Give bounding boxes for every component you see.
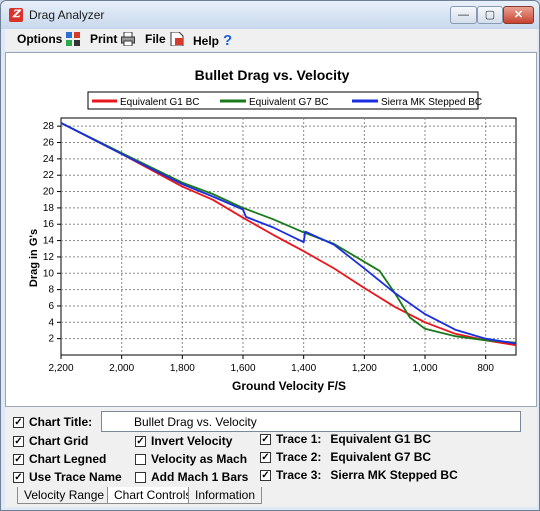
close-button[interactable]: ✕ <box>503 6 534 24</box>
legend-label-g7: Equivalent G7 BC <box>249 97 329 108</box>
use-trace-name-label: Use Trace Name <box>29 470 122 484</box>
x-tick-label: 1,800 <box>170 363 195 374</box>
series-line-1 <box>60 122 517 347</box>
y-tick-label: 28 <box>43 121 55 132</box>
checkbox-checked[interactable]: ✓ <box>13 471 24 483</box>
trace-1-name: Equivalent G1 BC <box>330 432 432 446</box>
x-tick-label: 800 <box>477 363 494 374</box>
y-tick-label: 4 <box>48 317 54 328</box>
options-icon <box>66 32 81 46</box>
chart-axes: 2,200 2,000 1,800 1,600 1,400 1,200 1,000 80024… <box>43 121 495 374</box>
menu-file-label: File <box>145 32 166 46</box>
legend-label-smk: Sierra MK Stepped BC <box>381 97 482 108</box>
y-tick-label: 10 <box>43 268 55 279</box>
trace-3-label: Trace 3: <box>276 468 322 482</box>
maximize-button[interactable]: ▢ <box>477 6 503 24</box>
y-tick-label: 18 <box>43 203 55 214</box>
tab-velocity-range[interactable]: Velocity Range <box>17 487 112 504</box>
tab-chart-controls[interactable]: Chart Controls <box>107 487 199 504</box>
menu-options[interactable]: Options <box>17 32 81 46</box>
series-line-2 <box>60 122 517 344</box>
chart-panel: Bullet Drag vs. Velocity Equivalent G1 B… <box>5 52 537 407</box>
chart-grid-label: Chart Grid <box>29 434 89 448</box>
legend-label-g1: Equivalent G1 BC <box>120 97 200 108</box>
app-logo-icon: ℤ <box>9 8 23 22</box>
y-tick-label: 26 <box>43 138 55 149</box>
invert-velocity-checkbox[interactable]: ✓ Invert Velocity <box>135 434 232 448</box>
x-tick-label: 1,000 <box>412 363 437 374</box>
tab-strip: Velocity Range Chart Controls Informatio… <box>5 487 537 507</box>
help-icon: ? <box>223 32 233 49</box>
chart-series <box>60 122 517 347</box>
menu-help[interactable]: Help ? <box>193 32 232 49</box>
chart-title-checkbox[interactable]: ✓ Chart Title: <box>13 415 92 429</box>
y-tick-label: 14 <box>43 236 55 247</box>
y-tick-label: 8 <box>48 285 54 296</box>
invert-velocity-label: Invert Velocity <box>151 434 233 448</box>
menu-print[interactable]: Print <box>90 32 136 46</box>
trace-3-checkbox[interactable]: ✓ Trace 3: Sierra MK Stepped BC <box>260 468 458 482</box>
chart-title-input[interactable]: Bullet Drag vs. Velocity <box>101 411 521 432</box>
chart-controls-panel: ✓ Chart Title: Bullet Drag vs. Velocity … <box>5 407 537 487</box>
plot-area <box>60 117 517 356</box>
y-tick-label: 6 <box>48 301 54 312</box>
chart-grid <box>60 117 517 356</box>
chart-legend-checkbox[interactable]: ✓ Chart Legned <box>13 452 106 466</box>
checkbox-unchecked[interactable] <box>135 471 146 483</box>
x-axis-label: Ground Velocity F/S <box>232 379 346 393</box>
minimize-button[interactable]: — <box>450 6 477 24</box>
y-tick-label: 22 <box>43 170 55 181</box>
checkbox-checked[interactable]: ✓ <box>13 435 24 447</box>
y-tick-label: 12 <box>43 252 55 263</box>
menu-options-label: Options <box>17 32 63 46</box>
window-title: Drag Analyzer <box>29 8 105 22</box>
file-icon <box>170 32 184 46</box>
checkbox-checked[interactable]: ✓ <box>13 453 24 465</box>
x-tick-label: 2,200 <box>48 363 73 374</box>
chart-grid-checkbox[interactable]: ✓ Chart Grid <box>13 434 88 448</box>
x-tick-label: 1,600 <box>230 363 255 374</box>
checkbox-unchecked[interactable] <box>135 453 146 465</box>
checkbox-checked[interactable]: ✓ <box>135 435 146 447</box>
x-tick-label: 1,200 <box>352 363 377 374</box>
trace-1-label: Trace 1: <box>276 432 322 446</box>
title-bar: ℤ Drag Analyzer — ▢ ✕ <box>1 1 539 29</box>
chart-legend: Equivalent G1 BC Equivalent G7 BC Sierra… <box>87 91 482 110</box>
menu-bar: Options Print File Help ? <box>5 29 537 51</box>
add-mach-bars-checkbox[interactable]: Add Mach 1 Bars <box>135 470 248 484</box>
checkbox-checked[interactable]: ✓ <box>260 469 271 481</box>
checkbox-checked[interactable]: ✓ <box>260 433 271 445</box>
checkbox-checked[interactable]: ✓ <box>260 451 271 463</box>
chart-title: Bullet Drag vs. Velocity <box>195 67 350 83</box>
velocity-as-mach-label: Velocity as Mach <box>151 452 248 466</box>
add-mach-bars-label: Add Mach 1 Bars <box>151 470 249 484</box>
menu-file[interactable]: File <box>145 32 184 46</box>
use-trace-name-checkbox[interactable]: ✓ Use Trace Name <box>13 470 122 484</box>
x-tick-label: 2,000 <box>109 363 134 374</box>
y-tick-label: 16 <box>43 219 55 230</box>
trace-3-name: Sierra MK Stepped BC <box>330 468 458 482</box>
chart-legend-label: Chart Legned <box>29 452 107 466</box>
tab-information[interactable]: Information <box>188 487 263 504</box>
y-tick-label: 20 <box>43 187 55 198</box>
trace-2-name: Equivalent G7 BC <box>330 450 432 464</box>
printer-icon <box>121 32 136 46</box>
chart-title-checkbox-label: Chart Title: <box>29 415 93 429</box>
trace-1-checkbox[interactable]: ✓ Trace 1: Equivalent G1 BC <box>260 432 431 446</box>
checkbox-checked[interactable]: ✓ <box>13 416 24 428</box>
y-tick-label: 2 <box>48 334 54 345</box>
trace-2-label: Trace 2: <box>276 450 322 464</box>
velocity-as-mach-checkbox[interactable]: Velocity as Mach <box>135 452 247 466</box>
x-tick-label: 1,400 <box>291 363 316 374</box>
drag-chart: Bullet Drag vs. Velocity Equivalent G1 B… <box>28 67 517 393</box>
menu-print-label: Print <box>90 32 118 46</box>
series-line-3 <box>60 122 517 345</box>
menu-help-label: Help <box>193 33 220 48</box>
y-axis-label: Drag in G's <box>28 229 40 287</box>
y-tick-label: 24 <box>43 154 55 165</box>
trace-2-checkbox[interactable]: ✓ Trace 2: Equivalent G7 BC <box>260 450 431 464</box>
